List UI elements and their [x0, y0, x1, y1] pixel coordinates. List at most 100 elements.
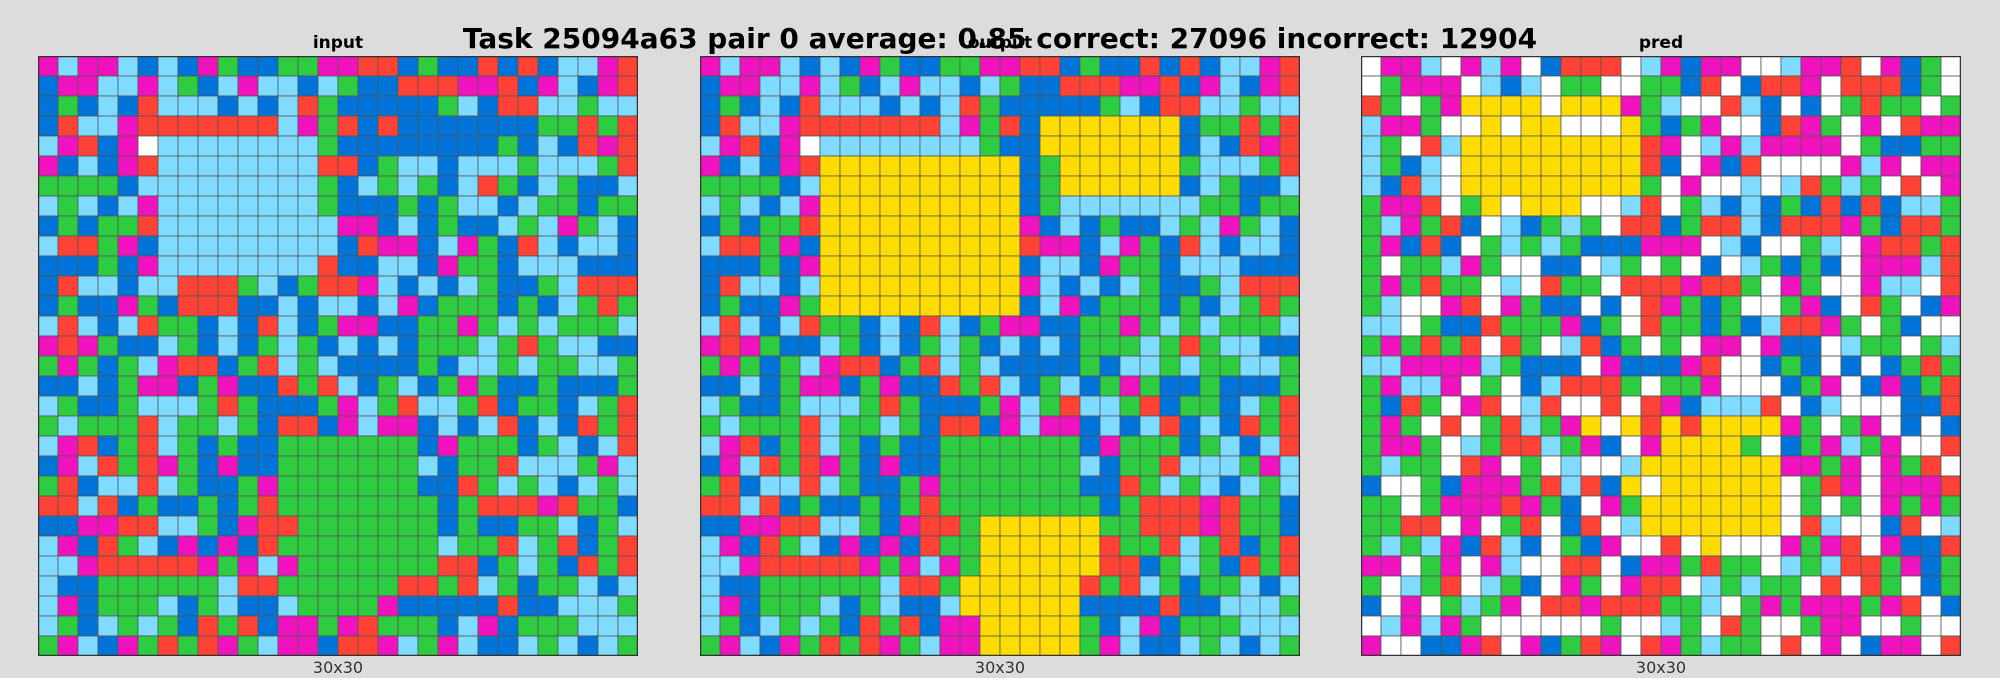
output-cell — [859, 595, 881, 617]
input-cell — [537, 115, 559, 137]
input-cell — [57, 455, 79, 477]
output-cell — [919, 295, 941, 317]
output-cell — [939, 195, 961, 217]
pred-cell — [1640, 595, 1662, 617]
pred-cell — [1480, 235, 1502, 257]
output-cell — [739, 115, 761, 137]
pred-cell — [1500, 275, 1522, 297]
input-cell — [197, 395, 219, 417]
pred-cell — [1361, 555, 1382, 577]
pred-cell — [1680, 475, 1702, 497]
pred-cell — [1720, 395, 1742, 417]
input-cell — [537, 355, 559, 377]
input-cell — [297, 615, 319, 637]
output-cell — [979, 635, 1001, 656]
output-cell — [739, 175, 761, 197]
output-cell — [1079, 275, 1101, 297]
output-cell — [1059, 115, 1081, 137]
output-cell — [979, 415, 1001, 437]
input-cell — [57, 295, 79, 317]
pred-cell — [1660, 455, 1682, 477]
pred-cell — [1660, 75, 1682, 97]
output-cell — [1159, 515, 1181, 537]
pred-cell — [1540, 155, 1562, 177]
output-cell — [1139, 315, 1161, 337]
pred-cell — [1820, 335, 1842, 357]
pred-cell — [1940, 395, 1961, 417]
output-cell — [1259, 435, 1281, 457]
pred-cell — [1880, 635, 1902, 656]
input-cell — [197, 56, 219, 77]
pred-cell — [1480, 175, 1502, 197]
pred-cell — [1500, 295, 1522, 317]
pred-cell — [1640, 175, 1662, 197]
input-cell — [557, 615, 579, 637]
pred-cell — [1720, 455, 1742, 477]
pred-cell — [1480, 215, 1502, 237]
output-cell — [1279, 95, 1300, 117]
output-cell — [939, 275, 961, 297]
output-cell — [999, 315, 1021, 337]
output-cell — [1239, 135, 1261, 157]
input-cell — [197, 555, 219, 577]
input-cell — [257, 215, 279, 237]
input-cell — [597, 175, 619, 197]
output-cell — [779, 335, 801, 357]
pred-cell — [1380, 555, 1402, 577]
pred-cell — [1420, 395, 1442, 417]
input-cell — [317, 555, 339, 577]
output-cell — [1059, 555, 1081, 577]
output-cell — [779, 475, 801, 497]
output-cell — [1119, 395, 1141, 417]
output-cell — [1279, 335, 1300, 357]
output-cell — [1059, 335, 1081, 357]
pred-cell — [1860, 495, 1882, 517]
output-cell — [1259, 535, 1281, 557]
input-cell — [337, 615, 359, 637]
output-cell — [739, 635, 761, 656]
pred-cell — [1420, 535, 1442, 557]
input-cell — [357, 115, 379, 137]
output-cell — [939, 555, 961, 577]
pred-cell — [1440, 415, 1462, 437]
output-cell — [819, 595, 841, 617]
output-cell — [1019, 255, 1041, 277]
output-cell — [1059, 56, 1081, 77]
pred-cell — [1560, 295, 1582, 317]
input-cell — [77, 215, 99, 237]
pred-cell — [1860, 155, 1882, 177]
pred-cell — [1580, 535, 1602, 557]
input-cell — [377, 255, 399, 277]
input-cell — [537, 415, 559, 437]
pred-cell — [1540, 515, 1562, 537]
pred-cell — [1460, 475, 1482, 497]
pred-cell — [1540, 595, 1562, 617]
output-cell — [1179, 495, 1201, 517]
output-cell — [939, 595, 961, 617]
input-cell — [297, 575, 319, 597]
pred-cell — [1780, 535, 1802, 557]
input-cell — [177, 195, 199, 217]
pred-cell — [1380, 415, 1402, 437]
output-cell — [879, 95, 901, 117]
pred-cell — [1400, 215, 1422, 237]
pred-cell — [1780, 275, 1802, 297]
input-cell — [257, 535, 279, 557]
pred-cell — [1920, 235, 1942, 257]
pred-cell — [1500, 215, 1522, 237]
input-cell — [57, 95, 79, 117]
output-cell — [1019, 195, 1041, 217]
output-cell — [899, 195, 921, 217]
output-cell — [1259, 475, 1281, 497]
pred-cell — [1460, 295, 1482, 317]
output-cell — [719, 375, 741, 397]
output-cell — [1119, 415, 1141, 437]
input-cell — [157, 175, 179, 197]
pred-cell — [1660, 595, 1682, 617]
output-cell — [879, 375, 901, 397]
pred-cell — [1480, 475, 1502, 497]
output-cell — [799, 175, 821, 197]
pred-cell — [1920, 455, 1942, 477]
input-cell — [417, 135, 439, 157]
pred-cell — [1440, 195, 1462, 217]
